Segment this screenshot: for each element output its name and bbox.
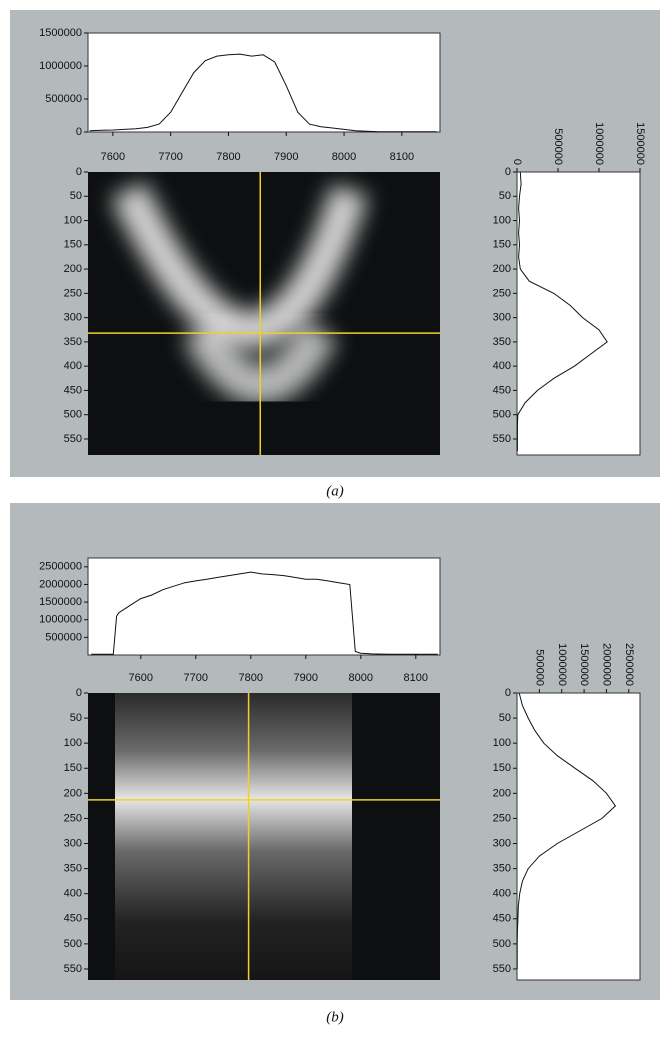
y-tick-label: 0: [505, 687, 511, 699]
y-tick-label: 150: [64, 762, 82, 774]
x-tick-label: 2500000: [623, 643, 635, 686]
y-tick-label: 450: [493, 913, 511, 925]
y-tick-label: 2500000: [39, 561, 82, 573]
x-tick-label: 1500000: [634, 122, 646, 165]
y-tick-label: 100: [64, 737, 82, 749]
y-tick-label: 550: [493, 433, 511, 445]
y-tick-label: 550: [64, 433, 82, 445]
y-tick-label: 0: [505, 166, 511, 178]
plot-area: [87, 557, 441, 656]
image-signal: [182, 319, 338, 405]
x-tick-label: 7600: [129, 672, 153, 684]
y-tick-label: 250: [64, 287, 82, 299]
x-tick-label: 7800: [239, 672, 263, 684]
y-tick-label: 450: [64, 384, 82, 396]
profile: [89, 53, 437, 133]
y-tick-label: 50: [499, 712, 511, 724]
x-tick-label: 7900: [294, 672, 318, 684]
y-tick-label: 200: [64, 787, 82, 799]
x-tick-label: 500000: [552, 128, 564, 165]
y-tick-label: 350: [493, 336, 511, 348]
y-tick-label: 400: [64, 888, 82, 900]
y-tick-label: 50: [499, 190, 511, 202]
y-tick-label: 400: [64, 360, 82, 372]
y-tick-label: 300: [64, 312, 82, 324]
caption: (b): [326, 1009, 344, 1025]
x-tick-label: 1000000: [593, 122, 605, 165]
x-tick-label: 8100: [390, 151, 414, 163]
plot-area: [516, 692, 641, 981]
x-tick-label: 8100: [404, 672, 428, 684]
y-tick-label: 250: [64, 812, 82, 824]
y-tick-label: 100: [493, 737, 511, 749]
y-tick-label: 400: [493, 360, 511, 372]
y-tick-label: 300: [64, 837, 82, 849]
y-tick-label: 550: [493, 963, 511, 975]
y-tick-label: 50: [70, 712, 82, 724]
x-tick-label: 7700: [184, 672, 208, 684]
y-tick-label: 200: [493, 263, 511, 275]
y-tick-label: 0: [76, 166, 82, 178]
y-tick-label: 0: [76, 126, 82, 138]
y-tick-label: 400: [493, 888, 511, 900]
x-tick-label: 8000: [332, 151, 356, 163]
x-tick-label: 1500000: [578, 643, 590, 686]
x-tick-label: 7900: [274, 151, 298, 163]
image-signal: [115, 693, 352, 980]
y-tick-label: 0: [76, 687, 82, 699]
profile: [516, 692, 617, 969]
y-tick-label: 500000: [45, 631, 82, 643]
x-tick-label: 7600: [101, 151, 125, 163]
x-tick-label: 2000000: [601, 643, 613, 686]
y-tick-label: 500: [493, 409, 511, 421]
x-tick-label: 1000000: [556, 643, 568, 686]
y-tick-label: 450: [493, 384, 511, 396]
y-tick-label: 1500000: [39, 596, 82, 608]
y-tick-label: 250: [493, 812, 511, 824]
x-tick-label: 500000: [533, 649, 545, 686]
y-tick-label: 500000: [45, 93, 82, 105]
y-tick-label: 50: [70, 190, 82, 202]
y-tick-label: 150: [493, 762, 511, 774]
image-signal: [110, 181, 369, 349]
y-tick-label: 300: [493, 312, 511, 324]
y-tick-label: 200: [493, 787, 511, 799]
y-tick-label: 250: [493, 287, 511, 299]
y-tick-label: 150: [493, 239, 511, 251]
y-tick-label: 200: [64, 263, 82, 275]
profile: [91, 571, 438, 655]
y-tick-label: 1000000: [39, 614, 82, 626]
y-tick-label: 350: [493, 863, 511, 875]
y-tick-label: 150: [64, 239, 82, 251]
y-tick-label: 450: [64, 913, 82, 925]
y-tick-label: 1500000: [39, 27, 82, 39]
x-tick-label: 7800: [216, 151, 240, 163]
y-tick-label: 500: [493, 938, 511, 950]
profile: [516, 171, 608, 452]
y-tick-label: 100: [493, 214, 511, 226]
x-tick-label: 8000: [349, 672, 373, 684]
y-tick-label: 550: [64, 963, 82, 975]
y-tick-label: 2000000: [39, 578, 82, 590]
plot-area: [87, 32, 441, 133]
y-tick-label: 500: [64, 409, 82, 421]
y-tick-label: 500: [64, 938, 82, 950]
y-tick-label: 300: [493, 837, 511, 849]
y-tick-label: 100: [64, 214, 82, 226]
x-tick-label: 0: [511, 159, 523, 165]
x-tick-label: 7700: [158, 151, 182, 163]
y-tick-label: 350: [64, 336, 82, 348]
y-tick-label: 350: [64, 863, 82, 875]
caption: (a): [326, 483, 344, 499]
y-tick-label: 1000000: [39, 60, 82, 72]
